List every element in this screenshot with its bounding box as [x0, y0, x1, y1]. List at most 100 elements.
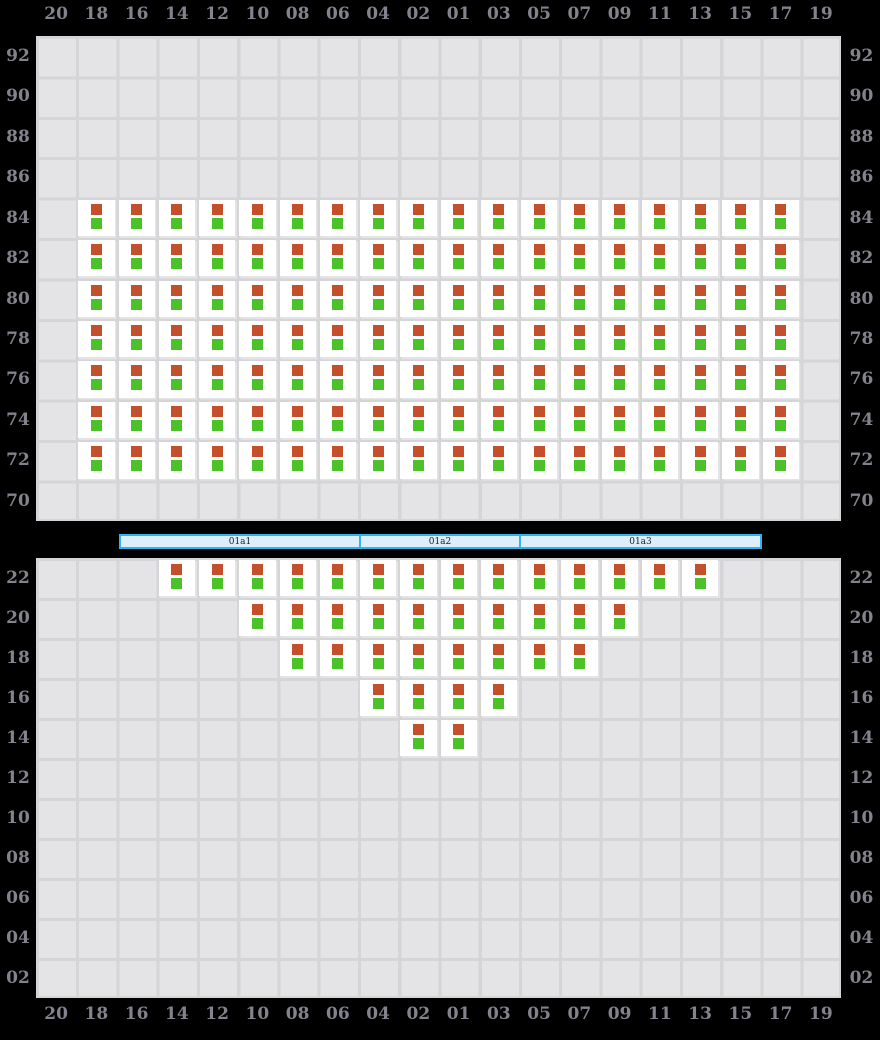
- seat[interactable]: [641, 361, 678, 398]
- seat[interactable]: [762, 401, 799, 439]
- seat[interactable]: [762, 361, 799, 398]
- seat[interactable]: [199, 361, 236, 398]
- seat[interactable]: [480, 199, 517, 237]
- seat[interactable]: [641, 442, 678, 479]
- seat[interactable]: [440, 680, 477, 716]
- seat[interactable]: [239, 280, 276, 317]
- seat[interactable]: [521, 640, 558, 676]
- seat[interactable]: [319, 442, 356, 479]
- seat[interactable]: [480, 401, 517, 439]
- seat[interactable]: [521, 280, 558, 317]
- seat[interactable]: [682, 240, 719, 277]
- seat[interactable]: [360, 560, 397, 596]
- seat[interactable]: [239, 600, 276, 636]
- seat[interactable]: [279, 361, 316, 398]
- bar-section[interactable]: 01a3: [521, 536, 760, 547]
- seat[interactable]: [641, 560, 678, 596]
- seat[interactable]: [480, 640, 517, 676]
- seat[interactable]: [561, 280, 598, 317]
- seat[interactable]: [682, 361, 719, 398]
- seat[interactable]: [521, 560, 558, 596]
- seat[interactable]: [561, 199, 598, 237]
- seat[interactable]: [762, 240, 799, 277]
- seat[interactable]: [521, 240, 558, 277]
- seat[interactable]: [521, 600, 558, 636]
- seat[interactable]: [199, 560, 236, 596]
- seat[interactable]: [561, 240, 598, 277]
- seat[interactable]: [400, 600, 437, 636]
- seat[interactable]: [400, 401, 437, 439]
- seat[interactable]: [158, 442, 195, 479]
- seat[interactable]: [521, 442, 558, 479]
- seat[interactable]: [199, 280, 236, 317]
- seat[interactable]: [279, 600, 316, 636]
- seat[interactable]: [641, 240, 678, 277]
- seat[interactable]: [158, 240, 195, 277]
- seat[interactable]: [78, 280, 115, 317]
- seat[interactable]: [360, 401, 397, 439]
- seat[interactable]: [561, 560, 598, 596]
- seat[interactable]: [601, 560, 638, 596]
- seat[interactable]: [682, 560, 719, 596]
- seat[interactable]: [158, 560, 195, 596]
- seat[interactable]: [521, 361, 558, 398]
- seat[interactable]: [521, 320, 558, 358]
- seat[interactable]: [601, 320, 638, 358]
- seat[interactable]: [400, 280, 437, 317]
- seat[interactable]: [561, 361, 598, 398]
- seat[interactable]: [601, 600, 638, 636]
- seat[interactable]: [762, 442, 799, 479]
- seat[interactable]: [400, 442, 437, 479]
- seat[interactable]: [319, 600, 356, 636]
- seat[interactable]: [239, 560, 276, 596]
- seat[interactable]: [722, 320, 759, 358]
- seat[interactable]: [78, 442, 115, 479]
- seat[interactable]: [762, 320, 799, 358]
- seat[interactable]: [118, 401, 155, 439]
- seat[interactable]: [601, 361, 638, 398]
- seat[interactable]: [199, 320, 236, 358]
- seat[interactable]: [199, 240, 236, 277]
- seat[interactable]: [641, 280, 678, 317]
- seat[interactable]: [521, 401, 558, 439]
- seat[interactable]: [158, 361, 195, 398]
- seat[interactable]: [118, 442, 155, 479]
- seat[interactable]: [762, 199, 799, 237]
- seat[interactable]: [682, 280, 719, 317]
- seat[interactable]: [440, 640, 477, 676]
- seat[interactable]: [319, 199, 356, 237]
- seat[interactable]: [279, 442, 316, 479]
- seat[interactable]: [521, 199, 558, 237]
- seat[interactable]: [360, 199, 397, 237]
- seat[interactable]: [279, 280, 316, 317]
- seat[interactable]: [279, 401, 316, 439]
- seat[interactable]: [440, 720, 477, 756]
- seat[interactable]: [239, 442, 276, 479]
- seat[interactable]: [440, 401, 477, 439]
- seat[interactable]: [199, 401, 236, 439]
- seat[interactable]: [400, 320, 437, 358]
- seat[interactable]: [360, 320, 397, 358]
- seat[interactable]: [722, 442, 759, 479]
- seat[interactable]: [360, 361, 397, 398]
- seat[interactable]: [440, 280, 477, 317]
- seat[interactable]: [480, 280, 517, 317]
- seat[interactable]: [118, 320, 155, 358]
- seat[interactable]: [480, 320, 517, 358]
- seat[interactable]: [360, 640, 397, 676]
- seat[interactable]: [400, 240, 437, 277]
- seat[interactable]: [480, 361, 517, 398]
- seat[interactable]: [279, 199, 316, 237]
- seat[interactable]: [319, 560, 356, 596]
- seat[interactable]: [279, 320, 316, 358]
- seat[interactable]: [158, 199, 195, 237]
- seat[interactable]: [601, 401, 638, 439]
- seat[interactable]: [319, 361, 356, 398]
- seat[interactable]: [400, 720, 437, 756]
- seat[interactable]: [480, 240, 517, 277]
- seat[interactable]: [118, 240, 155, 277]
- seat[interactable]: [682, 199, 719, 237]
- seat[interactable]: [360, 680, 397, 716]
- seat[interactable]: [360, 240, 397, 277]
- seat[interactable]: [682, 401, 719, 439]
